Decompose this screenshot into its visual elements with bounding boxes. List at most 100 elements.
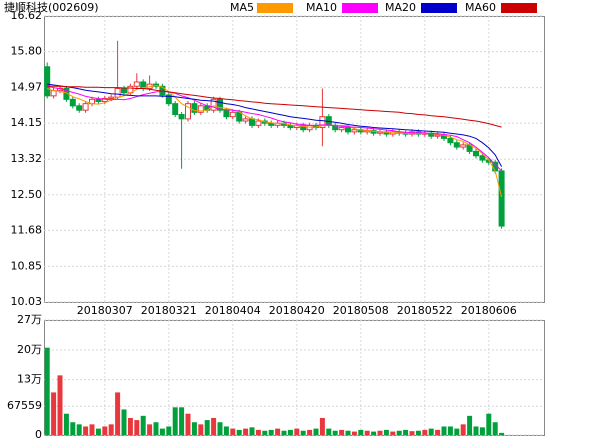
volume-bar	[102, 426, 108, 435]
y-tick-label: 0	[35, 428, 42, 440]
volume-bar	[140, 415, 146, 435]
candle-body	[351, 129, 358, 133]
y-tick-label: 10.03	[11, 295, 43, 308]
volume-bar	[204, 420, 210, 435]
volume-bar	[460, 424, 466, 435]
legend-label: MA60	[465, 1, 496, 14]
volume-bar	[236, 429, 242, 435]
volume-bar	[313, 428, 319, 435]
candle-body	[210, 98, 217, 111]
candle-body	[319, 116, 326, 129]
volume-frame	[44, 320, 545, 436]
candle-body	[82, 103, 89, 111]
candle-body	[242, 118, 249, 122]
volume-bar	[403, 429, 409, 435]
volume-bar	[115, 392, 121, 435]
volume-bar	[294, 428, 300, 435]
volume-bar	[89, 424, 95, 435]
ma-line	[47, 85, 502, 128]
volume-bar	[319, 417, 325, 435]
legend-swatch	[342, 3, 378, 13]
x-tick-label: 20180508	[333, 304, 389, 317]
legend-swatch	[421, 3, 457, 13]
volume-bar	[217, 422, 223, 435]
volume-bar	[121, 409, 127, 435]
legend-label: MA20	[385, 1, 416, 14]
x-tick-label: 20180606	[461, 304, 517, 317]
y-tick-label: 10.85	[11, 259, 43, 272]
volume-bar	[255, 429, 261, 435]
ma-line	[47, 84, 503, 198]
volume-bar	[307, 429, 313, 435]
ma-line	[47, 83, 503, 167]
candle-body	[229, 111, 236, 118]
volume-bar	[339, 429, 345, 435]
volume-bar	[223, 426, 229, 435]
y-tick-label: 13万	[17, 373, 42, 386]
volume-bar	[473, 426, 479, 435]
volume-bar	[447, 426, 453, 435]
candle-body	[76, 105, 83, 111]
volume-bar	[371, 431, 377, 435]
candle-body	[121, 87, 127, 94]
volume-bar	[422, 429, 428, 435]
volume-bar	[499, 432, 505, 435]
volume-bar	[326, 428, 332, 435]
candle-body	[255, 120, 262, 126]
volume-bar	[268, 429, 274, 435]
legend-label: MA5	[230, 1, 254, 14]
candle-body	[50, 90, 57, 97]
volume-bar	[159, 428, 165, 435]
volume-bar	[281, 430, 287, 435]
chart-title: 捷顺科技(002609)	[4, 0, 99, 14]
volume-bar	[415, 430, 421, 435]
volume-bar	[492, 422, 498, 435]
candle-body	[453, 142, 460, 148]
legend-swatch	[257, 3, 293, 13]
candle-body	[473, 150, 479, 157]
volume-bar	[300, 430, 306, 435]
x-tick-label: 20180522	[397, 304, 453, 317]
volume-bar	[83, 426, 89, 435]
legend-swatch	[501, 3, 537, 13]
volume-bar	[364, 430, 370, 435]
candle-body	[178, 114, 185, 120]
y-tick-label: 15.80	[11, 45, 43, 58]
volume-bar	[275, 428, 281, 435]
x-tick-label: 20180420	[269, 304, 325, 317]
volume-bar	[76, 424, 82, 435]
y-tick-label: 12.50	[11, 188, 43, 201]
volume-bar	[287, 429, 293, 435]
y-tick-label: 27万	[17, 313, 42, 326]
candle-body	[69, 98, 76, 107]
candle-body	[217, 98, 223, 111]
volume-bar	[127, 417, 133, 435]
volume-bar	[147, 424, 153, 435]
y-tick-label: 11.68	[11, 223, 43, 236]
legend-label: MA10	[306, 1, 337, 14]
ma-line	[47, 85, 502, 172]
volume-bar	[428, 428, 434, 435]
volume-bar	[454, 428, 460, 435]
volume-bar	[390, 431, 396, 435]
candle-body	[172, 103, 179, 116]
volume-bar	[198, 424, 204, 435]
candle-body	[197, 105, 204, 113]
candle-body	[223, 109, 230, 118]
candle-body	[108, 96, 115, 99]
volume-bar	[191, 422, 197, 435]
volume-bar	[95, 428, 101, 435]
candle-body	[479, 155, 486, 161]
volume-bar	[134, 420, 140, 435]
candle-body	[44, 66, 51, 97]
volume-bar	[63, 413, 69, 435]
volume-bar	[441, 426, 447, 435]
y-tick-label: 14.97	[11, 81, 43, 94]
candle-body	[498, 170, 505, 227]
y-tick-label: 14.15	[11, 116, 43, 129]
y-tick-label: 13.32	[11, 152, 43, 165]
volume-bar	[358, 429, 364, 435]
volume-bar	[70, 422, 76, 435]
candle-body	[165, 94, 172, 105]
volume-bar	[57, 375, 63, 435]
